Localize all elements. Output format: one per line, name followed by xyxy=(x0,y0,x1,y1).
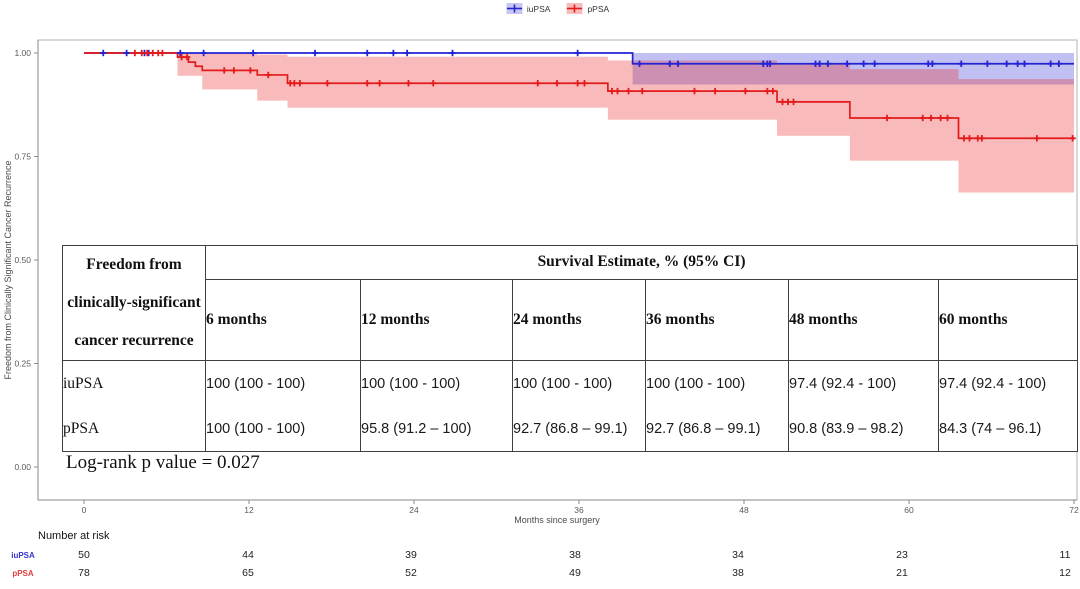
x-axis-title: Months since surgery xyxy=(514,515,600,525)
table-cell: 100 (100 - 100) xyxy=(205,407,361,452)
risk-count: 49 xyxy=(569,567,581,579)
table-corner-header: Freedom from clinically-significant canc… xyxy=(62,245,206,361)
ppsa-ci-band xyxy=(257,54,288,101)
risk-count: 50 xyxy=(78,549,90,561)
risk-count: 39 xyxy=(405,549,417,561)
x-tick-label: 48 xyxy=(739,505,749,515)
table-cell: 97.4 (92.4 - 100) xyxy=(937,360,1078,408)
legend-label-ppsa: pPSA xyxy=(587,3,610,14)
column-header: 60 months xyxy=(937,279,1078,361)
risk-count: 78 xyxy=(78,567,90,579)
risk-count: 38 xyxy=(732,567,744,579)
ppsa-ci-band xyxy=(849,69,959,161)
y-tick-label: 0.25 xyxy=(14,359,31,369)
ppsa-legend-marker xyxy=(566,3,583,14)
risk-table-title: Number at risk xyxy=(38,530,110,542)
x-tick-label: 12 xyxy=(244,505,254,515)
y-tick-label: 0.75 xyxy=(14,152,31,162)
survival-estimate-table: Freedom from clinically-significant canc… xyxy=(62,245,1079,452)
column-header: 12 months xyxy=(360,279,513,361)
risk-row-label-iupsa: iuPSA xyxy=(11,551,35,560)
x-tick-label: 0 xyxy=(82,505,87,515)
y-tick-label: 0.50 xyxy=(14,255,31,265)
legend: iuPSA pPSA xyxy=(38,2,1077,15)
ppsa-ci-band xyxy=(607,60,777,120)
table-cell: 97.4 (92.4 - 100) xyxy=(788,360,939,408)
table-cell: 92.7 (86.8 – 99.1) xyxy=(645,407,789,452)
table-cell: 100 (100 - 100) xyxy=(205,360,361,408)
x-tick-label: 36 xyxy=(574,505,584,515)
table-cell: 92.7 (86.8 – 99.1) xyxy=(512,407,646,452)
table-row: iuPSA 100 (100 - 100) 100 (100 - 100) 10… xyxy=(62,360,1078,408)
risk-count: 12 xyxy=(1059,567,1071,579)
row-label-ppsa: pPSA xyxy=(63,420,100,438)
table-cell: 90.8 (83.9 – 98.2) xyxy=(788,407,939,452)
legend-label-iupsa: iuPSA xyxy=(526,3,551,14)
table-span-header: Survival Estimate, % (95% CI) xyxy=(205,245,1078,280)
ppsa-ci-band xyxy=(958,79,1074,193)
column-header: 24 months xyxy=(512,279,646,361)
legend-item-ppsa: pPSA xyxy=(566,2,609,15)
column-header: 48 months xyxy=(788,279,939,361)
risk-count: 11 xyxy=(1059,549,1071,561)
row-label-iupsa: iuPSA xyxy=(62,360,206,408)
column-header: 6 months xyxy=(206,310,267,328)
y-tick-label: 1.00 xyxy=(14,48,31,58)
table-cell: 100 (100 - 100) xyxy=(360,360,513,408)
legend-item-iupsa: iuPSA xyxy=(506,2,551,15)
table-cell: 95.8 (91.2 – 100) xyxy=(360,407,513,452)
risk-count: 38 xyxy=(569,549,581,561)
table-cell: 84.3 (74 – 96.1) xyxy=(937,407,1078,452)
ppsa-ci-band xyxy=(777,64,850,136)
table-row: pPSA 100 (100 - 100) 95.8 (91.2 – 100) 9… xyxy=(63,407,1078,452)
table-cell: 100 (100 - 100) xyxy=(512,360,646,408)
x-tick-label: 24 xyxy=(409,505,419,515)
y-axis-title: Freedom from Clinically Significant Canc… xyxy=(3,160,13,379)
risk-count: 65 xyxy=(242,567,254,579)
ppsa-ci-band xyxy=(177,53,203,76)
ppsa-survival-curve xyxy=(84,52,1074,140)
logrank-pvalue-annotation: Log-rank p value = 0.027 xyxy=(66,452,260,473)
ppsa-ci-band xyxy=(287,56,608,108)
iupsa-survival-curve xyxy=(84,52,1074,65)
y-tick-label: 0.00 xyxy=(14,462,31,472)
x-tick-label: 60 xyxy=(904,505,914,515)
iupsa-legend-marker xyxy=(506,3,523,14)
iupsa-ci-band xyxy=(632,53,1074,85)
risk-count: 23 xyxy=(896,549,908,561)
risk-count: 44 xyxy=(242,549,254,561)
column-header: 36 months xyxy=(645,279,789,361)
table-cell: 100 (100 - 100) xyxy=(645,360,789,408)
risk-count: 52 xyxy=(405,567,417,579)
risk-row-label-ppsa: pPSA xyxy=(12,569,34,578)
risk-count: 34 xyxy=(732,549,744,561)
risk-count: 21 xyxy=(896,567,908,579)
x-tick-label: 72 xyxy=(1069,505,1079,515)
